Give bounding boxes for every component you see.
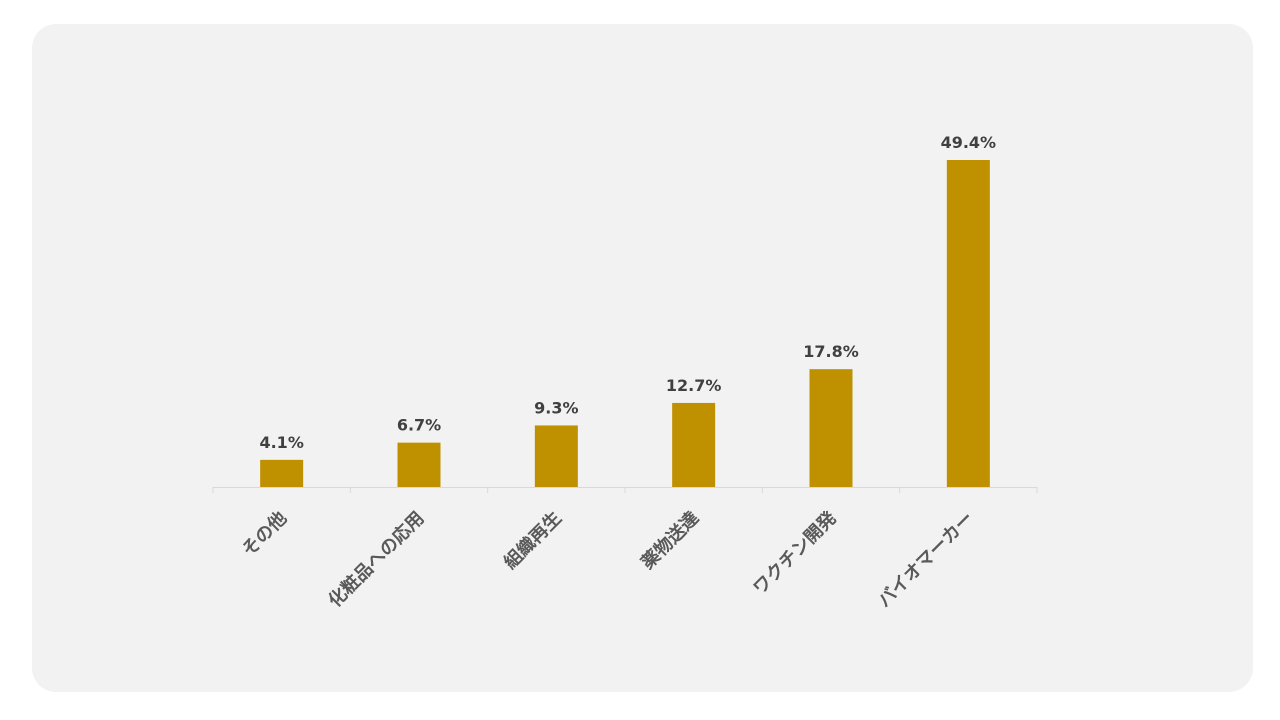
- bar-3: [534, 425, 578, 487]
- category-label-6: バイオマーカー: [874, 508, 978, 612]
- data-label-5: 17.8%: [803, 342, 859, 361]
- chart-card: [32, 24, 1253, 692]
- category-label-5: ワクチン開発: [749, 506, 842, 599]
- bar-6: [946, 160, 990, 487]
- bar-1: [260, 459, 304, 487]
- data-label-2: 6.7%: [397, 416, 441, 435]
- category-label-4: 薬物送達: [637, 507, 703, 573]
- data-label-3: 9.3%: [534, 398, 578, 417]
- category-label-2: 化粧品への応用: [324, 507, 429, 612]
- x-axis: [212, 487, 1038, 493]
- bars-group: [260, 160, 990, 487]
- data-label-4: 12.7%: [666, 376, 722, 395]
- category-labels-group: その他 化粧品への応用 組織再生 薬物送達 ワクチン開発 バイオマーカー: [237, 506, 977, 611]
- data-labels-group: 4.1% 6.7% 9.3% 12.7% 17.8% 49.4%: [259, 133, 996, 452]
- data-label-1: 4.1%: [259, 433, 303, 452]
- bar-5: [809, 369, 853, 487]
- data-label-6: 49.4%: [941, 133, 997, 152]
- category-label-1: その他: [237, 507, 291, 561]
- bar-2: [397, 442, 441, 487]
- category-label-3: 組織再生: [499, 507, 565, 573]
- bar-4: [672, 402, 716, 487]
